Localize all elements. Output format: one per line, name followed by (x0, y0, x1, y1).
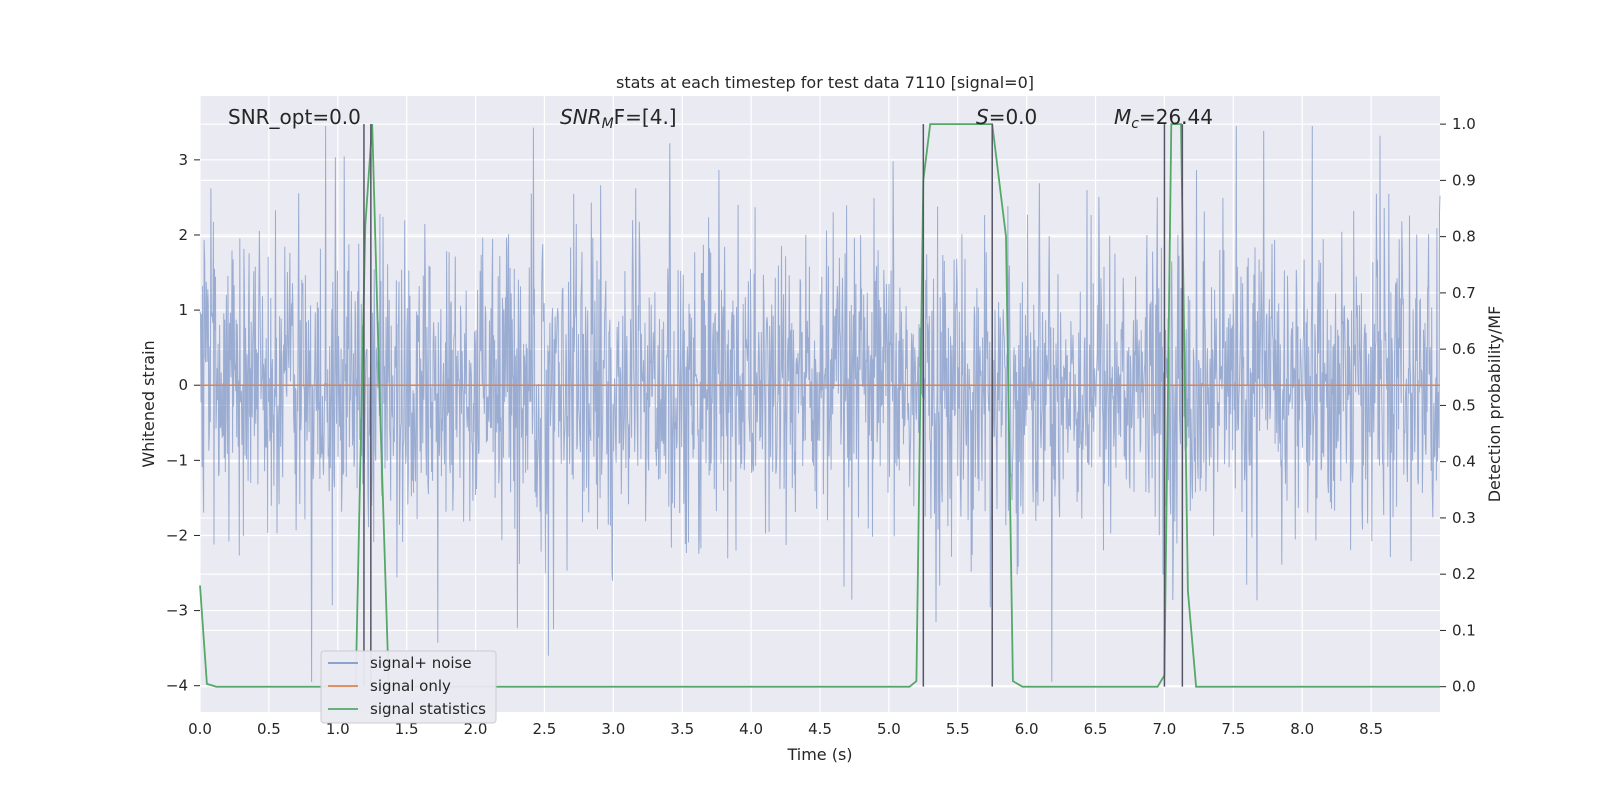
y2-tick-label: 0.2 (1452, 565, 1476, 583)
y2-tick-label: 1.0 (1452, 115, 1476, 133)
x-tick-label: 6.5 (1084, 720, 1108, 738)
annotation-snr-mf: SNRMF=[4.] (560, 105, 677, 132)
y-tick-label: −2 (166, 526, 188, 544)
annotation-mc-rest: =26.44 (1139, 105, 1213, 129)
x-tick-label: 7.5 (1221, 720, 1245, 738)
x-tick-labels: 0.0 0.5 1.0 1.5 2.0 2.5 3.0 3.5 4.0 4.5 5.0 5.5 6.0 6… (188, 720, 1383, 738)
y2-tick-labels: 1.0 0.9 0.8 0.7 0.6 0.5 0.4 0.3 0.2 0.1 0.0 (1440, 115, 1476, 696)
y2-tick-label: 0.3 (1452, 509, 1476, 527)
y-axis-label: Whitened strain (139, 340, 158, 467)
noise-trace (199, 125, 1441, 683)
y2-tick-label: 0.5 (1452, 396, 1476, 414)
y-tick-label: −3 (166, 602, 188, 620)
y2-tick-label: 0.6 (1452, 340, 1476, 358)
y2-tick-label: 0.9 (1452, 171, 1476, 189)
y-tick-labels: 3 2 1 0 −1 −2 −3 −4 (166, 151, 200, 695)
y2-tick-label: 0.8 (1452, 228, 1476, 246)
annotation-snr-opt: SNR_opt=0.0 (228, 105, 361, 129)
y2-tick-label: 0.4 (1452, 453, 1476, 471)
x-tick-label: 4.0 (739, 720, 763, 738)
x-tick-label: 1.0 (326, 720, 350, 738)
annotation-snr-mf-main: SNR (560, 105, 602, 129)
y-tick-label: 3 (178, 151, 188, 169)
annotation-snr-mf-rest: F=[4.] (614, 105, 677, 129)
y-tick-label: 0 (178, 376, 188, 394)
annotation-mc-sub: c (1131, 116, 1139, 132)
x-tick-label: 7.0 (1153, 720, 1177, 738)
legend-box (320, 650, 497, 724)
x-tick-label: 1.5 (395, 720, 419, 738)
x-tick-label: 0.5 (257, 720, 281, 738)
x-axis-label: Time (s) (786, 745, 852, 764)
x-tick-label: 8.5 (1359, 720, 1383, 738)
x-tick-label: 0.0 (188, 720, 212, 738)
chart-title: stats at each timestep for test data 711… (616, 73, 1034, 92)
y-tick-label: −1 (166, 451, 188, 469)
y-tick-label: −4 (166, 677, 188, 695)
series-signal-noise (199, 125, 1441, 683)
x-tick-label: 5.0 (877, 720, 901, 738)
annotation-s-rest: =0.0 (989, 105, 1038, 129)
y2-axis-label: Detection probability/MF (1485, 306, 1504, 503)
y2-tick-label: 0.7 (1452, 284, 1476, 302)
legend: signal+ noise signal only signal statist… (320, 650, 497, 724)
vertical-markers (363, 124, 1184, 687)
legend-label-signal-statistics: signal statistics (370, 700, 486, 718)
y-tick-label: 1 (178, 301, 188, 319)
x-tick-label: 3.5 (670, 720, 694, 738)
annotation-s-main: S (976, 105, 989, 129)
x-tick-label: 6.0 (1015, 720, 1039, 738)
x-tick-label: 4.5 (808, 720, 832, 738)
legend-label-signal-only: signal only (370, 677, 451, 695)
y-tick-label: 2 (178, 226, 188, 244)
x-tick-label: 3.0 (601, 720, 625, 738)
y2-tick-label: 0.1 (1452, 621, 1476, 639)
annotation-snr-mf-sub: M (602, 116, 614, 132)
y2-tick-label: 0.0 (1452, 678, 1476, 696)
annotation-s: S=0.0 (976, 105, 1037, 129)
annotation-mc-main: M (1114, 105, 1131, 129)
x-tick-label: 8.0 (1290, 720, 1314, 738)
x-tick-label: 5.5 (946, 720, 970, 738)
x-tick-label: 2.0 (464, 720, 488, 738)
x-tick-label: 2.5 (533, 720, 557, 738)
annotation-mc: Mc=26.44 (1114, 105, 1213, 132)
legend-label-signal-noise: signal+ noise (370, 654, 472, 672)
